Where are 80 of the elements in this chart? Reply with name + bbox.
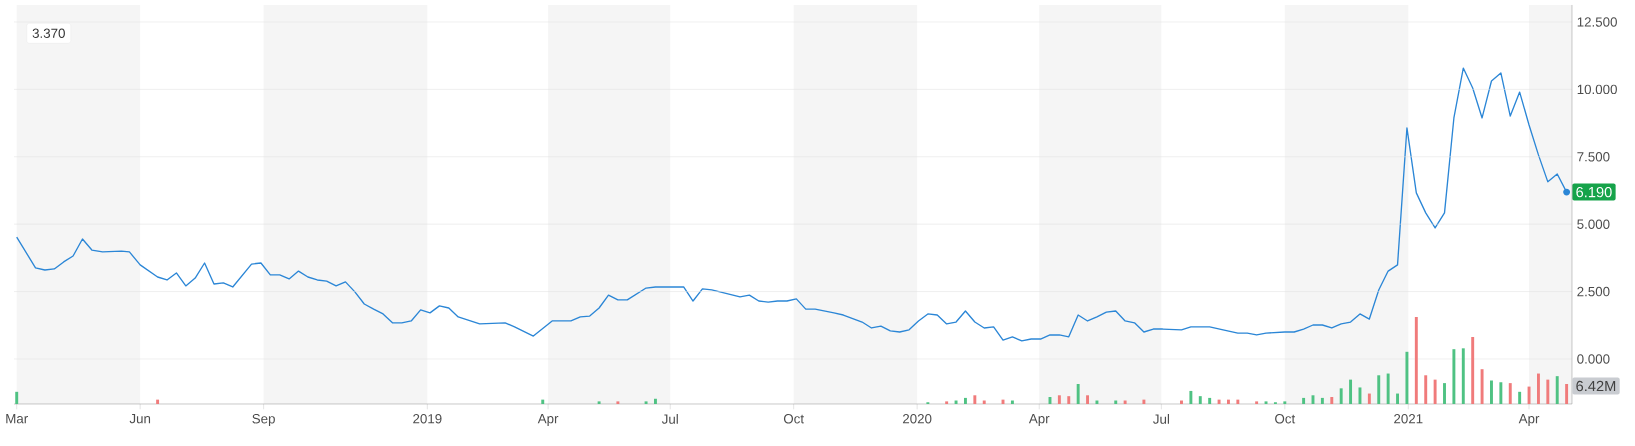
bar	[15, 391, 19, 404]
bar	[1067, 396, 1071, 404]
annotation: 6.190	[1576, 186, 1612, 198]
bar	[1518, 391, 1522, 404]
x-tick-label: Apr	[1028, 414, 1050, 426]
bar	[1198, 396, 1202, 404]
bar	[1114, 400, 1118, 404]
y-tick-label: 12.500	[1577, 17, 1617, 27]
bar	[982, 400, 986, 404]
x-tick-label: 2021	[1394, 414, 1423, 424]
bar	[1208, 397, 1212, 404]
x-tick-label: 2019	[413, 414, 442, 424]
bar	[1527, 386, 1531, 404]
bar	[1555, 376, 1559, 404]
bar	[1405, 351, 1409, 404]
bar	[1433, 379, 1437, 404]
y-tick-label: 7.500	[1577, 152, 1610, 162]
y-tick-label: 10.000	[1577, 84, 1617, 95]
bar	[1480, 369, 1484, 404]
bar	[1302, 397, 1306, 404]
bar	[644, 401, 648, 404]
bar	[973, 395, 977, 404]
x-tick-label: Jul	[1153, 414, 1169, 424]
bar	[1123, 400, 1127, 404]
bar	[1565, 383, 1569, 404]
x-tick-label: Jun	[129, 414, 151, 424]
x-tick-label: Sep	[252, 414, 275, 427]
y-tick-label: 5.000	[1577, 219, 1610, 229]
bar	[1508, 383, 1512, 404]
x-tick-label: Oct	[1275, 414, 1296, 424]
bar	[945, 401, 949, 404]
bar	[1255, 401, 1259, 404]
x-tick-label: Jul	[661, 414, 678, 424]
bar	[1226, 399, 1230, 404]
bar	[1339, 388, 1343, 404]
bar	[156, 399, 160, 404]
bar	[1414, 317, 1418, 404]
bar	[1320, 397, 1324, 404]
bar	[1142, 399, 1146, 404]
bar	[1076, 383, 1080, 404]
bar	[1283, 401, 1287, 404]
bar	[1095, 400, 1099, 404]
bar	[1396, 393, 1399, 404]
bar	[954, 400, 958, 404]
bar	[1499, 382, 1503, 404]
bar	[1367, 393, 1371, 404]
bar	[1536, 373, 1540, 404]
x-tick-label: Oct	[783, 414, 804, 424]
bar	[1330, 397, 1334, 404]
bar	[1443, 383, 1446, 404]
bar	[1358, 387, 1362, 404]
bar	[1349, 379, 1353, 404]
bar	[1386, 373, 1390, 404]
bar	[1546, 379, 1550, 404]
bar	[1452, 349, 1456, 404]
x-tick-label: 2020	[902, 414, 932, 424]
text: 6.42M	[1576, 380, 1616, 392]
bar	[1377, 375, 1381, 404]
x-tick-label: Apr	[537, 414, 559, 426]
x-tick-label: Apr	[1518, 414, 1540, 426]
bar	[1490, 380, 1493, 404]
bar	[653, 398, 657, 404]
bar	[1010, 400, 1014, 404]
y-tick-label: 2.500	[1577, 286, 1610, 297]
bar	[1461, 348, 1465, 404]
y-tick-label: 0.000	[1577, 354, 1610, 364]
bar	[616, 401, 620, 404]
annotation: 3.370	[32, 28, 65, 38]
bar	[1086, 395, 1090, 404]
bar	[1057, 395, 1061, 404]
bar	[541, 399, 545, 404]
bar	[1424, 375, 1428, 404]
bar	[963, 397, 967, 404]
bar	[1189, 390, 1193, 404]
bar	[1236, 399, 1240, 404]
bar	[1180, 400, 1183, 404]
bar	[1471, 337, 1475, 404]
bar	[597, 401, 601, 404]
bar	[1217, 399, 1221, 404]
x-tick-label: Mar	[6, 414, 28, 424]
